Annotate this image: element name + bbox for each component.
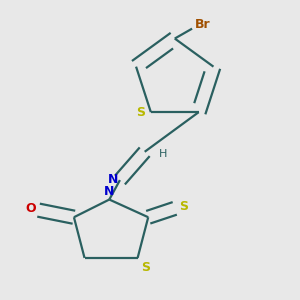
Text: S: S [141,261,150,274]
Text: N: N [104,185,115,198]
Text: S: S [136,106,146,119]
Text: N: N [108,172,119,185]
Text: S: S [179,200,188,213]
Text: Br: Br [195,18,211,31]
Text: O: O [26,202,36,215]
Text: H: H [159,148,167,158]
